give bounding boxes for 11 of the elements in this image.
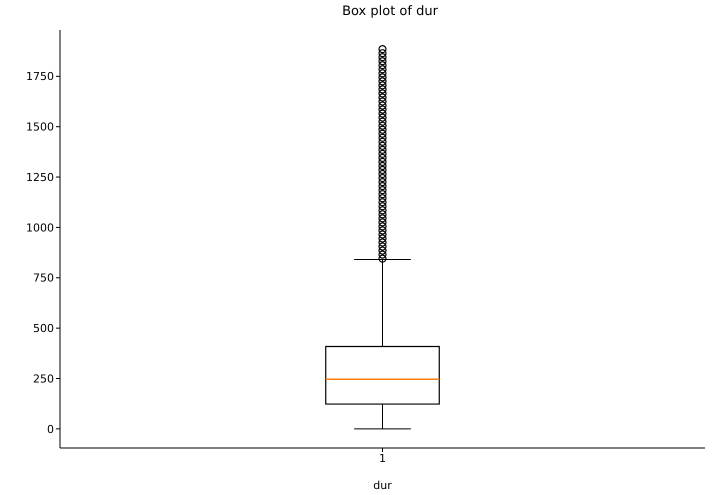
y-tick-label: 500 (33, 322, 54, 336)
y-tick-label: 250 (33, 372, 54, 386)
y-tick-label: 1750 (26, 70, 54, 84)
x-axis-title: dur (373, 479, 392, 492)
y-tick-label: 750 (33, 272, 54, 285)
y-tick-label: 1500 (26, 120, 54, 134)
y-tick-label: 1000 (26, 221, 54, 234)
y-tick-label: 0 (47, 422, 54, 436)
chart-title: Box plot of dur (341, 4, 439, 19)
y-tick-label: 1250 (26, 170, 54, 184)
x-tick-label: 1 (379, 452, 386, 465)
